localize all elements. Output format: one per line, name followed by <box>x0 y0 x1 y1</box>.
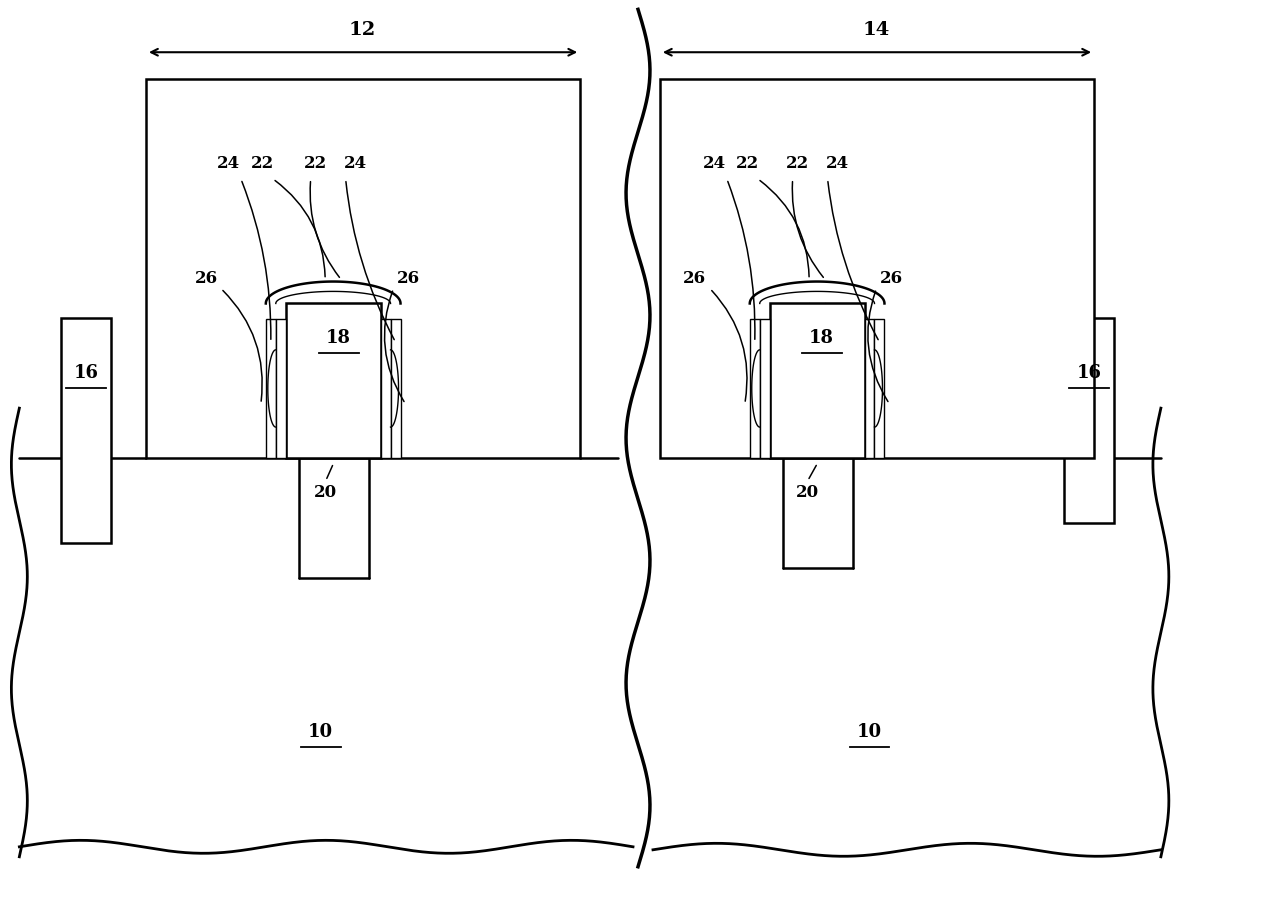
Text: 24: 24 <box>218 155 241 173</box>
Text: 10: 10 <box>309 723 333 741</box>
Text: 22: 22 <box>737 155 760 173</box>
Bar <box>286 303 380 458</box>
Bar <box>146 79 580 458</box>
Text: 22: 22 <box>787 155 810 173</box>
Bar <box>875 319 884 458</box>
Text: 24: 24 <box>345 155 368 173</box>
Bar <box>660 79 1094 458</box>
Text: 18: 18 <box>327 330 351 347</box>
Bar <box>380 319 391 458</box>
Text: 16: 16 <box>1076 364 1102 383</box>
Text: 26: 26 <box>195 270 218 287</box>
Bar <box>1065 319 1114 523</box>
Bar <box>749 319 760 458</box>
Text: 18: 18 <box>810 330 834 347</box>
Bar <box>760 319 770 458</box>
Text: 24: 24 <box>826 155 849 173</box>
Text: 22: 22 <box>304 155 328 173</box>
Bar <box>660 458 1161 856</box>
Text: 20: 20 <box>796 485 819 501</box>
Text: 26: 26 <box>880 270 903 287</box>
Bar <box>61 319 111 542</box>
Bar <box>770 303 865 458</box>
Text: 16: 16 <box>74 364 99 383</box>
Bar <box>865 319 875 458</box>
Text: 26: 26 <box>397 270 420 287</box>
Text: 12: 12 <box>348 21 377 39</box>
Text: 10: 10 <box>857 723 883 741</box>
Text: 26: 26 <box>683 270 706 287</box>
Text: 14: 14 <box>863 21 890 39</box>
Bar <box>266 319 275 458</box>
Bar <box>19 458 617 856</box>
Text: 22: 22 <box>251 155 274 173</box>
Bar <box>391 319 401 458</box>
Text: 20: 20 <box>314 485 337 501</box>
Text: 24: 24 <box>703 155 726 173</box>
Bar <box>275 319 286 458</box>
